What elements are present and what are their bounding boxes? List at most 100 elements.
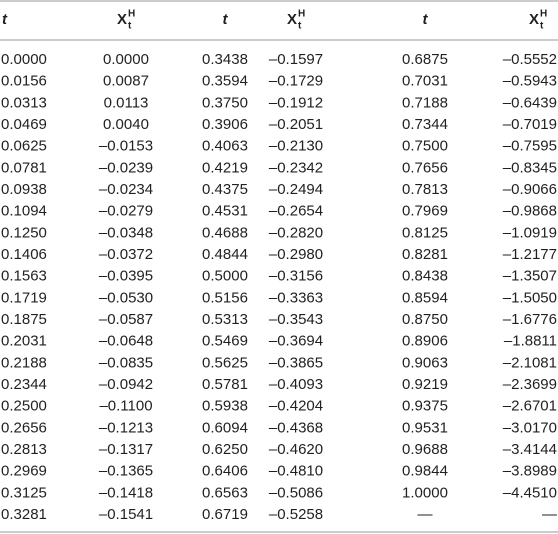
table-cell: –0.1912 <box>269 94 323 111</box>
header-subscript: t <box>298 21 302 32</box>
table-cell: 0.1094 <box>1 203 47 220</box>
header-subscript: t <box>128 21 132 32</box>
table-cell: –0.2051 <box>269 116 323 133</box>
table-cell: 0.9531 <box>402 419 448 436</box>
table-cell: 0.9063 <box>402 354 448 371</box>
table-cell: –3.0170 <box>503 419 557 436</box>
table-cell: –2.6701 <box>503 398 557 415</box>
table-cell: 0.5000 <box>202 268 248 285</box>
table-cell: –0.4810 <box>269 463 323 480</box>
table-cell: 0.3750 <box>202 94 248 111</box>
table-cell: 0.2500 <box>1 398 47 415</box>
table-cell: 0.2969 <box>1 463 47 480</box>
table-cell: 0.7031 <box>402 73 448 90</box>
table-cell: 0.4063 <box>202 138 248 155</box>
header-symbol: X <box>117 11 127 28</box>
table-cell: –0.2494 <box>269 181 323 198</box>
table-cell: –0.4620 <box>269 441 323 458</box>
table-cell: –0.1418 <box>99 484 153 501</box>
table-cell: –0.0942 <box>99 376 153 393</box>
table-cell: 0.0625 <box>1 138 47 155</box>
table-cell: –0.2980 <box>269 246 323 263</box>
table-cell: 0.7344 <box>402 116 448 133</box>
table-cell: 0.0469 <box>1 116 47 133</box>
table-cell: 0.0040 <box>103 116 149 133</box>
table-cell: 0.0781 <box>1 159 47 176</box>
table-cell: –0.1317 <box>99 441 153 458</box>
table-cell: –0.2130 <box>269 138 323 155</box>
header-cell: t <box>423 11 429 28</box>
header-superscript: H <box>128 9 135 20</box>
table-cell: –2.3699 <box>503 376 557 393</box>
table-cell: 0.4844 <box>202 246 248 263</box>
table-cell: 0.3906 <box>202 116 248 133</box>
table-cell: –0.3865 <box>269 354 323 371</box>
table-cell: –0.2820 <box>269 224 323 241</box>
table-cell: 0.4219 <box>202 159 248 176</box>
table-cell: 0.3281 <box>1 506 47 523</box>
table-cell: 0.1719 <box>1 289 47 306</box>
table-cell: 0.0000 <box>103 51 149 68</box>
table-cell: 0.6719 <box>202 506 248 523</box>
table-cell: –0.9066 <box>503 181 557 198</box>
table-cell: –0.0835 <box>99 354 153 371</box>
table-cell: 0.9688 <box>402 441 448 458</box>
table-cell: –0.0648 <box>99 333 153 350</box>
table-cell: 0.3125 <box>1 484 47 501</box>
table-cell: 0.2656 <box>1 419 47 436</box>
table-cell: –0.5552 <box>503 51 557 68</box>
table-cell: –1.5050 <box>503 289 557 306</box>
header-symbol: X <box>529 11 539 28</box>
table-cell: 0.7969 <box>402 203 448 220</box>
table-cell: 0.9219 <box>402 376 448 393</box>
table-cell: –1.8811 <box>504 333 557 350</box>
table-cell: 1.0000 <box>402 484 448 501</box>
table-cell: –0.4368 <box>269 419 323 436</box>
table-cell: 0.1563 <box>1 268 47 285</box>
table-cell: 0.0313 <box>1 94 47 111</box>
header-superscript: H <box>540 9 547 20</box>
table-cell: –0.0348 <box>99 224 153 241</box>
table-cell: 0.2031 <box>1 333 47 350</box>
table-cell: –0.0372 <box>99 246 153 263</box>
table-cell: 0.2344 <box>1 376 47 393</box>
table-cell: –1.0919 <box>503 224 557 241</box>
table-cell: 0.2188 <box>1 354 47 371</box>
table-cell: 0.0087 <box>103 73 149 90</box>
table-cell: 0.0938 <box>1 181 47 198</box>
table-cell: –3.8989 <box>503 463 557 480</box>
table-cell: 0.2813 <box>1 441 47 458</box>
table-cell: –0.1100 <box>99 398 152 415</box>
table-cell: –0.3363 <box>269 289 323 306</box>
table-cell: –0.0153 <box>99 138 153 155</box>
table-cell: –0.4204 <box>269 398 323 415</box>
table-cell: 0.7656 <box>402 159 448 176</box>
table-cell: –0.3543 <box>269 311 323 328</box>
table-cell: –0.0530 <box>99 289 153 306</box>
table-cell: 0.7500 <box>402 138 448 155</box>
table-cell: –0.3694 <box>269 333 323 350</box>
table-cell: –0.0239 <box>99 159 153 176</box>
table-cell: 0.8438 <box>402 268 448 285</box>
table-cell: –0.0587 <box>99 311 153 328</box>
header-subscript: t <box>540 21 544 32</box>
table-cell: 0.3438 <box>202 51 248 68</box>
table-cell: 0.0113 <box>104 94 149 111</box>
table-cell: –0.8345 <box>503 159 557 176</box>
table-cell: 0.8125 <box>402 224 448 241</box>
table-cell: 0.5156 <box>202 289 248 306</box>
table-cell: — <box>418 506 433 523</box>
table-cell: 0.5938 <box>202 398 248 415</box>
table-cell: 0.0156 <box>1 73 47 90</box>
table-cell: 0.6875 <box>402 51 448 68</box>
table-cell: 0.3594 <box>202 73 248 90</box>
table-cell: 0.8906 <box>402 333 448 350</box>
table-cell: –0.9868 <box>503 203 557 220</box>
table-cell: 0.6250 <box>202 441 248 458</box>
header-superscript: H <box>298 9 305 20</box>
table-cell: 0.7188 <box>402 94 448 111</box>
table-cell: –0.1541 <box>99 506 153 523</box>
table-cell: –0.7019 <box>503 116 557 133</box>
table-cell: –0.1729 <box>269 73 323 90</box>
table-cell: –0.5086 <box>269 484 323 501</box>
